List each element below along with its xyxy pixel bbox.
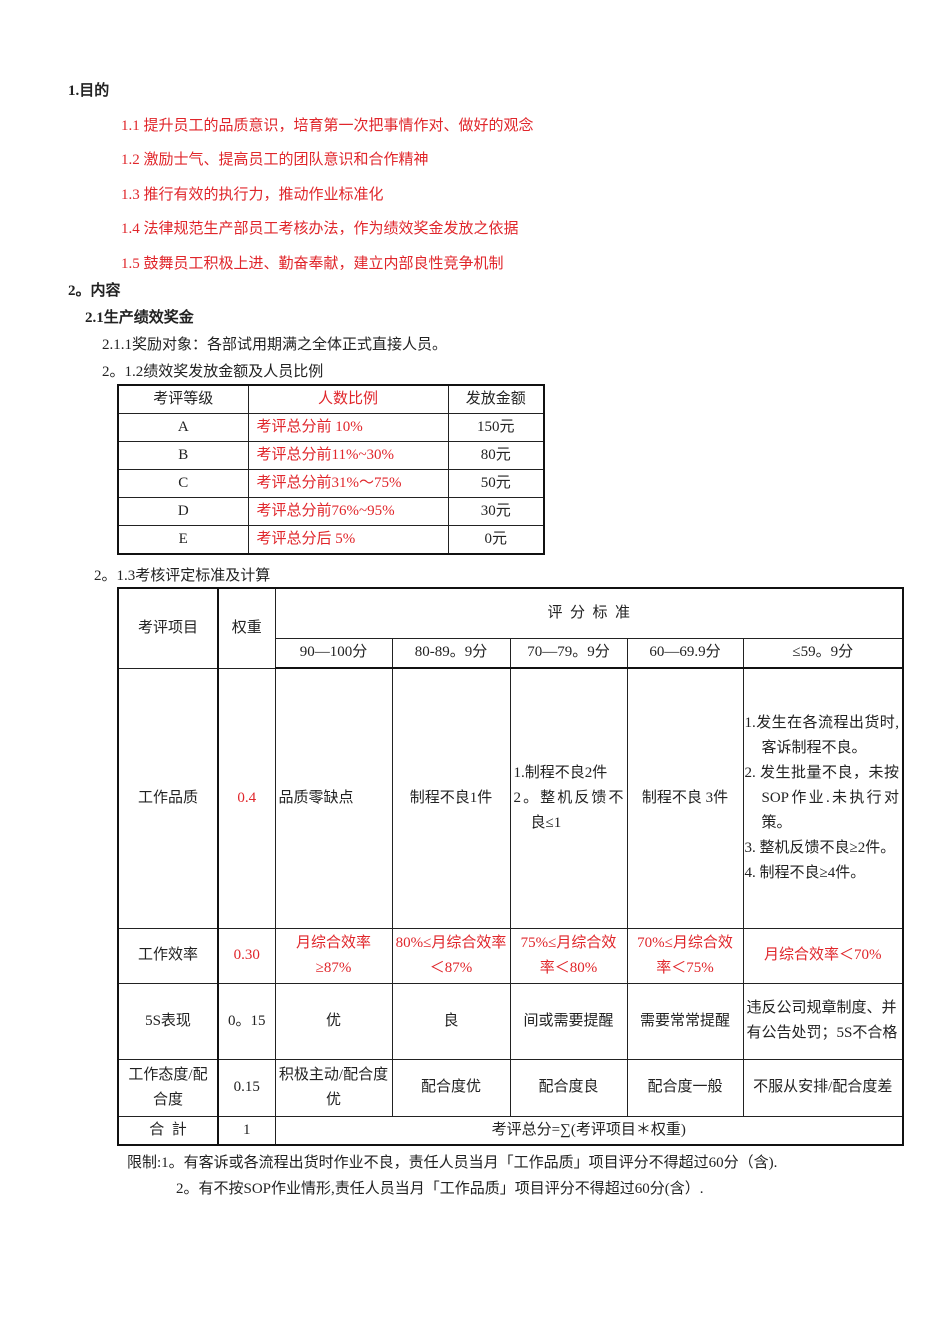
header-grade: 考评等级	[117, 384, 249, 414]
cell: 配合度一般	[626, 1058, 744, 1117]
section2-title: 2。内容	[68, 283, 121, 299]
ratio: 考评总分后 5%	[247, 525, 449, 555]
amount: 80元	[447, 441, 545, 470]
weight: 0.15	[217, 1058, 276, 1117]
table-row: A 考评总分前 10% 150元	[117, 413, 545, 442]
cell: 良	[391, 982, 511, 1060]
table-header-row: 考评等级 人数比例 发放金额	[117, 384, 545, 414]
total-label: 合 計	[117, 1115, 219, 1146]
header-amount: 发放金额	[447, 384, 545, 414]
grade: D	[117, 497, 249, 526]
cell: 制程不良 3件	[626, 667, 744, 929]
cell-line: 1.发生在各流程出货时,客诉制程不良。	[744, 714, 900, 756]
cell: 优	[274, 982, 393, 1060]
cell: 需要常常提醒	[626, 982, 744, 1060]
cell-line: 3. 整机反馈不良≥2件。	[744, 839, 896, 856]
ratio: 考评总分前 10%	[247, 413, 449, 442]
cell: 月综合效率＜70%	[742, 927, 904, 984]
item: 工作效率	[117, 927, 219, 984]
range: 80-89。9分	[391, 637, 511, 669]
amount: 50元	[447, 469, 545, 498]
weight: 0.30	[217, 927, 276, 984]
cell-line: 2. 发生批量不良，未按SOP作业.未执行对策。	[744, 764, 900, 831]
cell: 积极主动/配合度优	[274, 1058, 393, 1117]
note-line: 2。有不按SOP作业情形,责任人员当月「工作品质」项目评分不得超过60分(含）.	[176, 1181, 704, 1197]
grade: C	[117, 469, 249, 498]
ratio: 考评总分前11%~30%	[247, 441, 449, 470]
ratio: 考评总分前31%～75%	[247, 469, 449, 498]
goal-item: 1.4 法律规范生产部员工考核办法，作为绩效奖金发放之依据	[121, 221, 519, 237]
amount: 30元	[447, 497, 545, 526]
cell: 1.发生在各流程出货时,客诉制程不良。 2. 发生批量不良，未按SOP作业.未执…	[742, 667, 904, 929]
grade: B	[117, 441, 249, 470]
table-row: 5S表现 0。15 优 良 间或需要提醒 需要常常提醒 违反公司规章制度、并有公…	[117, 982, 904, 1060]
header-ratio: 人数比例	[247, 384, 449, 414]
cell: 70%≤月综合效率＜75%	[626, 927, 744, 984]
cell: 品质零缺点	[274, 667, 393, 929]
goal-item: 1.2 激励士气、提高员工的团队意识和合作精神	[121, 152, 429, 168]
grade: E	[117, 525, 249, 555]
cell: 违反公司规章制度、并有公告处罚；5S不合格	[742, 982, 904, 1060]
item: 5S表现	[117, 982, 219, 1060]
note-line: 限制:1。有客诉或各流程出货时作业不良，责任人员当月「工作品质」项目评分不得超过…	[127, 1155, 778, 1171]
goal-item: 1.1 提升员工的品质意识，培育第一次把事情作对、做好的观念	[121, 118, 534, 134]
table-row: D 考评总分前76%~95% 30元	[117, 497, 545, 526]
table-row: 工作效率 0.30 月综合效率≥87% 80%≤月综合效率＜87% 75%≤月综…	[117, 927, 904, 984]
cell: 间或需要提醒	[509, 982, 628, 1060]
ratio: 考评总分前76%~95%	[247, 497, 449, 526]
weight: 0。15	[217, 982, 276, 1060]
table-header-row: 考评项目 权重 评 分 标 准	[117, 587, 904, 669]
table-header-row: 90—100分 80-89。9分 70—79。9分 60—69.9分 ≤59。9…	[118, 637, 904, 669]
grade: A	[117, 413, 249, 442]
cell: 不服从安排/配合度差	[742, 1058, 904, 1117]
total-row: 合 計 1 考评总分=∑(考评项目＊权重)	[117, 1115, 904, 1146]
cell: 制程不良1件	[391, 667, 511, 929]
section21-title: 2.1生产绩效奖金	[85, 310, 194, 326]
item-211: 2.1.1奖励对象：各部试用期满之全体正式直接人员。	[102, 337, 448, 353]
cell-line: 4. 制程不良≥4件。	[744, 864, 866, 881]
header-criteria: 评 分 标 准	[274, 587, 904, 639]
weight: 0.4	[217, 667, 276, 929]
total-formula: 考评总分=∑(考评项目＊权重)	[274, 1115, 904, 1146]
cell: 月综合效率≥87%	[274, 927, 393, 984]
goal-item: 1.5 鼓舞员工积极上进、勤奋奉献，建立内部良性竞争机制	[121, 256, 504, 272]
cell: 配合度优	[391, 1058, 511, 1117]
table-row: C 考评总分前31%～75% 50元	[117, 469, 545, 498]
table-row: 工作品质 0.4 品质零缺点 制程不良1件 1.制程不良2件 2。整机反馈不良≤…	[117, 667, 904, 929]
item: 工作态度/配合度	[117, 1058, 219, 1117]
cell: 75%≤月综合效率＜80%	[509, 927, 628, 984]
table-row: E 考评总分后 5% 0元	[117, 525, 545, 555]
item: 工作品质	[117, 667, 219, 929]
total-weight: 1	[217, 1115, 276, 1146]
header-weight: 权重	[217, 587, 276, 669]
range: ≤59。9分	[742, 637, 904, 669]
range: 90—100分	[274, 637, 393, 669]
bonus-table: 考评等级 人数比例 发放金额 A 考评总分前 10% 150元 B 考评总分前11%~…	[117, 384, 545, 555]
range: 70—79。9分	[509, 637, 628, 669]
range: 60—69.9分	[626, 637, 744, 669]
criteria-table: 考评项目 权重 评 分 标 准 90—100分 80-89。9分 70—79。9…	[117, 587, 905, 1146]
cell: 1.制程不良2件 2。整机反馈不良≤1	[509, 667, 628, 929]
item-212: 2。1.2绩效奖发放金额及人员比例	[102, 364, 324, 380]
amount: 150元	[447, 413, 545, 442]
section1-title: 1.目的	[68, 83, 110, 99]
amount: 0元	[447, 525, 545, 555]
goal-item: 1.3 推行有效的执行力，推动作业标准化	[121, 187, 384, 203]
cell-line: 1.制程不良2件	[513, 764, 608, 781]
item-213: 2。1.3考核评定标准及计算	[94, 568, 271, 584]
table-row: B 考评总分前11%~30% 80元	[117, 441, 545, 470]
table-row: 工作态度/配合度 0.15 积极主动/配合度优 配合度优 配合度良 配合度一般 …	[117, 1058, 904, 1117]
cell: 80%≤月综合效率＜87%	[391, 927, 511, 984]
cell-line: 2。整机反馈不良≤1	[513, 789, 624, 831]
header-item: 考评项目	[117, 587, 219, 669]
cell: 配合度良	[509, 1058, 628, 1117]
